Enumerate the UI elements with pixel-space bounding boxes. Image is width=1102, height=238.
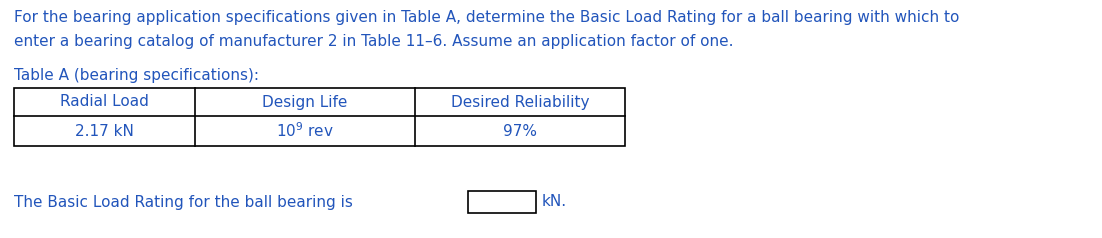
Text: kN.: kN. — [542, 194, 568, 209]
Text: 2.17 kN: 2.17 kN — [75, 124, 134, 139]
Text: Desired Reliability: Desired Reliability — [451, 94, 590, 109]
Text: For the bearing application specifications given in Table A, determine the Basic: For the bearing application specificatio… — [14, 10, 960, 25]
Bar — [468, 191, 536, 213]
Text: Radial Load: Radial Load — [61, 94, 149, 109]
Text: enter a bearing catalog of manufacturer 2 in Table 11–6. Assume an application f: enter a bearing catalog of manufacturer … — [14, 34, 734, 49]
Bar — [14, 88, 625, 146]
Text: Design Life: Design Life — [262, 94, 348, 109]
Text: $10^{9}$ rev: $10^{9}$ rev — [277, 122, 334, 140]
Text: The Basic Load Rating for the ball bearing is: The Basic Load Rating for the ball beari… — [14, 194, 353, 209]
Text: Table A (bearing specifications):: Table A (bearing specifications): — [14, 68, 259, 83]
Text: 97%: 97% — [503, 124, 537, 139]
